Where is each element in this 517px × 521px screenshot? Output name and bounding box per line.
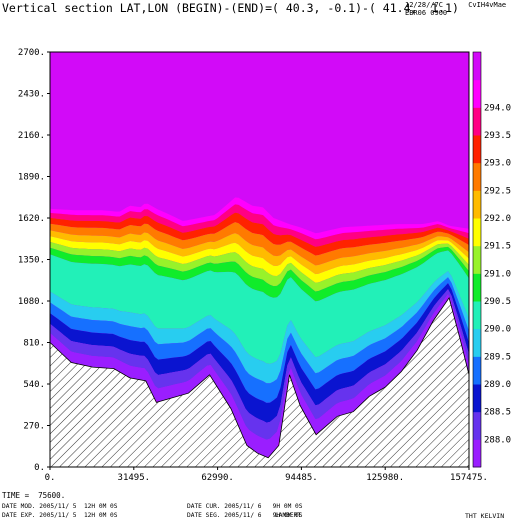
colorbar-label: 290.0 <box>484 325 511 335</box>
run-stamp-line1: 12/28//7C CvIH4vMae <box>405 1 507 9</box>
y-tick-label: 2700. <box>18 48 45 58</box>
colorbar-swatch <box>473 218 481 247</box>
colorbar-label: 293.0 <box>484 159 511 169</box>
colorbar-label: 292.5 <box>484 186 511 196</box>
y-tick-label: 1080. <box>18 297 45 307</box>
colorbar-frame <box>472 51 482 468</box>
y-tick-label: 0. <box>34 463 45 473</box>
colorbar-label: 288.0 <box>484 435 511 445</box>
colorbar-label: 291.0 <box>484 269 511 279</box>
theta-band-11 <box>50 283 469 423</box>
theta-band-5 <box>50 236 469 283</box>
colorbar-swatch <box>473 439 481 468</box>
projection-label: LAMBERT <box>275 512 302 519</box>
y-tick-label: 540. <box>23 380 45 390</box>
colorbar-swatch <box>473 356 481 385</box>
colorbar-label: 290.5 <box>484 297 511 307</box>
theta-band-8 <box>50 250 469 364</box>
terrain-hatched <box>50 296 469 467</box>
colorbar-swatch <box>473 384 481 413</box>
date-seg-label: DATE SEG. 2005/11/ 6 9H 0M 0S <box>187 512 303 519</box>
colorbar-label: 292.0 <box>484 214 511 224</box>
theta-band-6 <box>50 241 469 292</box>
theta-band-4 <box>50 230 469 275</box>
theta-band-10 <box>50 277 469 403</box>
theta-band-1 <box>50 204 469 247</box>
run-stamp-line2: EBR06 0900 <box>405 9 448 17</box>
colorbar-swatch <box>473 411 481 440</box>
theta-band-9 <box>50 271 469 384</box>
y-tick-label: 1620. <box>18 214 45 224</box>
date-exp-label: DATE EXP. 2005/11/ 5 12H 0M 0S <box>2 512 118 519</box>
colorbar-label: 293.5 <box>484 131 511 141</box>
colorbar-swatch <box>473 107 481 136</box>
x-tick-label: 62990. <box>201 473 234 483</box>
colorbar-swatch <box>473 301 481 330</box>
theta-band-7 <box>50 246 469 302</box>
colorbar-swatch <box>473 135 481 164</box>
colorbar-label: 289.0 <box>484 380 511 390</box>
chart-title: Vertical section LAT,LON (BEGIN)-(END)=(… <box>2 1 459 15</box>
time-label: TIME = 75600. <box>2 491 66 500</box>
x-tick-label: 125980. <box>366 473 404 483</box>
colorbar-swatch <box>473 273 481 302</box>
variable-label: THT KELVIN <box>465 512 505 520</box>
colorbar-label: 288.5 <box>484 408 511 418</box>
y-tick-label: 2160. <box>18 131 45 141</box>
y-tick-label: 1350. <box>18 256 45 266</box>
colorbar-swatch <box>473 190 481 219</box>
theta-band-3 <box>50 222 469 266</box>
y-tick-label: 2430. <box>18 90 45 100</box>
theta-band-13 <box>50 294 469 457</box>
colorbar-swatch <box>473 328 481 357</box>
colorbar-swatch <box>473 162 481 191</box>
colorbar-swatch <box>473 245 481 274</box>
date-cur-label: DATE CUR. 2005/11/ 6 9H 0M 0S <box>187 503 303 510</box>
x-tick-label: 157475. <box>450 473 488 483</box>
theta-band-2 <box>50 212 469 256</box>
colorbar-label: 294.0 <box>484 103 511 113</box>
y-tick-label: 810. <box>23 339 45 349</box>
y-tick-label: 1890. <box>18 173 45 183</box>
date-mod-label: DATE MOD. 2005/11/ 5 12H 0M 0S <box>2 503 118 510</box>
colorbar-label: 289.5 <box>484 352 511 362</box>
y-tick-label: 270. <box>23 422 45 432</box>
x-tick-label: 0. <box>45 473 56 483</box>
theta-band-12 <box>50 289 469 440</box>
colorbar-swatch <box>473 52 481 81</box>
theta-band-0 <box>50 197 469 240</box>
colorbar-label: 291.5 <box>484 242 511 252</box>
x-tick-label: 94485. <box>285 473 318 483</box>
x-tick-label: 31495. <box>118 473 151 483</box>
colorbar-swatch <box>473 79 481 108</box>
